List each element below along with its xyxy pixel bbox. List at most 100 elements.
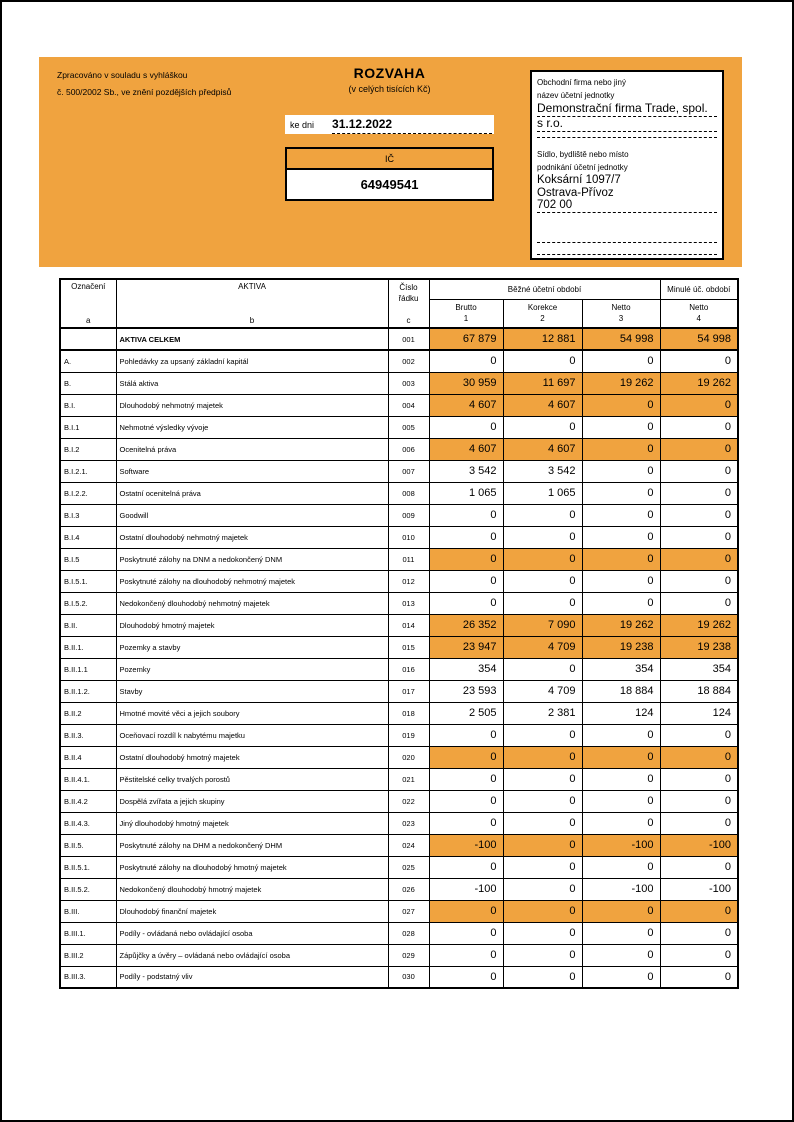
- row-line-number: 024: [387, 833, 430, 857]
- row-value: 0: [581, 767, 661, 791]
- row-value: 0: [659, 569, 739, 593]
- row-value: 0: [581, 811, 661, 835]
- row-line-number: 001: [387, 327, 430, 351]
- row-designation: B.II.5.: [59, 833, 117, 857]
- row-value: 0: [502, 569, 583, 593]
- row-value: 2 381: [502, 701, 583, 725]
- title-block: ROZVAHA (v celých tisících Kč): [285, 65, 494, 94]
- row-value: 0: [502, 767, 583, 791]
- row-line-number: 006: [387, 437, 430, 461]
- row-value: 0: [502, 965, 583, 989]
- row-designation: B.II.5.2.: [59, 877, 117, 901]
- row-designation: B.II.4: [59, 745, 117, 769]
- row-line-number: 021: [387, 767, 430, 791]
- row-value: 354: [659, 657, 739, 681]
- row-value: 124: [581, 701, 661, 725]
- row-value: 0: [581, 459, 661, 483]
- table-row: B.I. Dlouhodobý nehmotný majetek 004 4 607 4…: [59, 393, 739, 417]
- row-value: 19 262: [581, 613, 661, 637]
- row-designation: B.I.4: [59, 525, 117, 549]
- row-value: 0: [428, 965, 504, 989]
- company-address-label-line1: Sídlo, bydliště nebo místo: [537, 150, 629, 159]
- row-designation: B.I.1: [59, 415, 117, 439]
- row-value: 0: [428, 943, 504, 967]
- row-line-number: 009: [387, 503, 430, 527]
- row-value: 0: [581, 547, 661, 571]
- row-value: 1 065: [428, 481, 504, 505]
- row-value: 0: [502, 591, 583, 615]
- date-value: 31.12.2022: [332, 115, 492, 134]
- row-value: 0: [659, 503, 739, 527]
- row-value: 0: [502, 723, 583, 747]
- row-designation: B.I.2.1.: [59, 459, 117, 483]
- row-value: 0: [502, 921, 583, 945]
- table-row: B.II.5. Poskytnuté zálohy na DHM a nedoko…: [59, 833, 739, 857]
- row-value: 0: [581, 481, 661, 505]
- row-label: Ostatní ocenitelná práva: [115, 481, 389, 505]
- col-letter-b: b: [249, 316, 255, 325]
- row-line-number: 010: [387, 525, 430, 549]
- row-label: Goodwill: [115, 503, 389, 527]
- row-label: AKTIVA CELKEM: [115, 327, 389, 351]
- row-value: 0: [581, 855, 661, 879]
- row-value: 26 352: [428, 613, 504, 637]
- row-value: 0: [428, 811, 504, 835]
- row-value: 0: [581, 723, 661, 747]
- row-value: 67 879: [428, 327, 504, 351]
- row-designation: B.I.5.2.: [59, 591, 117, 615]
- row-value: 18 884: [659, 679, 739, 703]
- row-value: 0: [659, 789, 739, 813]
- row-value: 54 998: [659, 327, 739, 351]
- regulation-note: Zpracováno v souladu s vyhláškou č. 500/…: [57, 67, 231, 101]
- row-value: 4 607: [428, 437, 504, 461]
- table-row: B.I.4 Ostatní dlouhodobý nehmotný majetek…: [59, 525, 739, 549]
- regulation-note-line2: č. 500/2002 Sb., ve znění pozdějších pře…: [57, 87, 232, 97]
- row-line-number: 026: [387, 877, 430, 901]
- table-row: B.III.2 Zápůjčky a úvěry – ovládaná nebo …: [59, 943, 739, 967]
- row-value: 0: [428, 525, 504, 549]
- row-value: 23 593: [428, 679, 504, 703]
- dashed-fill-line: [537, 231, 717, 243]
- row-value: 0: [502, 415, 583, 439]
- row-designation: B.I.2: [59, 437, 117, 461]
- row-value: 0: [428, 415, 504, 439]
- col-header-korekce: Korekce 2: [502, 298, 583, 329]
- row-value: 0: [581, 415, 661, 439]
- table-row: B.III.3. Podíly - podstatný vliv 030 0 0 0 0: [59, 965, 739, 989]
- row-value: 4 607: [502, 393, 583, 417]
- row-value: 0: [659, 525, 739, 549]
- row-line-number: 014: [387, 613, 430, 637]
- row-value: -100: [659, 833, 739, 857]
- row-value: 0: [581, 789, 661, 813]
- row-value: 124: [659, 701, 739, 725]
- row-value: 0: [428, 503, 504, 527]
- row-value: 4 607: [502, 437, 583, 461]
- row-line-number: 027: [387, 899, 430, 923]
- table-row: B.II.1.2. Stavby 017 23 593 4 709 18 884 18 88…: [59, 679, 739, 703]
- row-value: -100: [659, 877, 739, 901]
- table-row: B.II.3. Oceňovací rozdíl k nabytému majet…: [59, 723, 739, 747]
- row-designation: B.I.5: [59, 547, 117, 571]
- row-value: 0: [659, 415, 739, 439]
- col-letter-a: a: [86, 316, 91, 325]
- row-value: 0: [428, 591, 504, 615]
- row-line-number: 004: [387, 393, 430, 417]
- row-line-number: 016: [387, 657, 430, 681]
- row-value: 0: [428, 921, 504, 945]
- ic-box: IČ 64949541: [285, 147, 494, 201]
- row-value: 0: [581, 943, 661, 967]
- row-line-number: 029: [387, 943, 430, 967]
- row-designation: B.II.3.: [59, 723, 117, 747]
- row-designation: B.II.1.1: [59, 657, 117, 681]
- row-value: 0: [659, 349, 739, 373]
- row-value: 0: [502, 855, 583, 879]
- row-value: 0: [659, 547, 739, 571]
- table-row: B.II.4.1. Pěstitelské celky trvalých poro…: [59, 767, 739, 791]
- row-label: Jiný dlouhodobý hmotný majetek: [115, 811, 389, 835]
- row-label: Podíly - podstatný vliv: [115, 965, 389, 989]
- row-designation: B.II.5.1.: [59, 855, 117, 879]
- row-label: Ocenitelná práva: [115, 437, 389, 461]
- row-value: 0: [659, 965, 739, 989]
- row-line-number: 018: [387, 701, 430, 725]
